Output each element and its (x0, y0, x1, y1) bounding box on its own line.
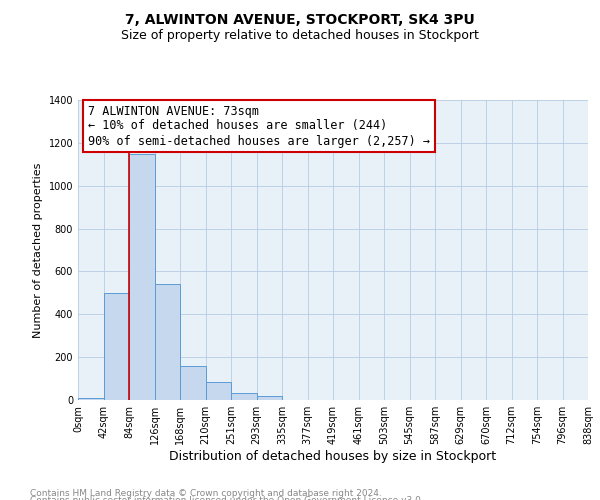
Bar (155, 284, 180, 400)
Text: Contains public sector information licensed under the Open Government Licence v3: Contains public sector information licen… (30, 496, 424, 500)
Bar (205, 382, 231, 400)
Text: 7, ALWINTON AVENUE, STOCKPORT, SK4 3PU: 7, ALWINTON AVENUE, STOCKPORT, SK4 3PU (125, 14, 475, 28)
Y-axis label: Number of detached properties: Number of detached properties (33, 162, 43, 338)
Bar (257, 396, 282, 400)
Bar (180, 366, 205, 400)
X-axis label: Distribution of detached houses by size in Stockport: Distribution of detached houses by size … (169, 450, 497, 463)
Text: Size of property relative to detached houses in Stockport: Size of property relative to detached ho… (121, 30, 479, 43)
Bar (104, 293, 129, 400)
Text: Contains HM Land Registry data © Crown copyright and database right 2024.: Contains HM Land Registry data © Crown c… (30, 488, 382, 498)
Bar (231, 392, 257, 400)
Bar (129, 154, 155, 400)
Text: 7 ALWINTON AVENUE: 73sqm
← 10% of detached houses are smaller (244)
90% of semi-: 7 ALWINTON AVENUE: 73sqm ← 10% of detach… (88, 104, 430, 148)
Bar (78, 398, 104, 400)
